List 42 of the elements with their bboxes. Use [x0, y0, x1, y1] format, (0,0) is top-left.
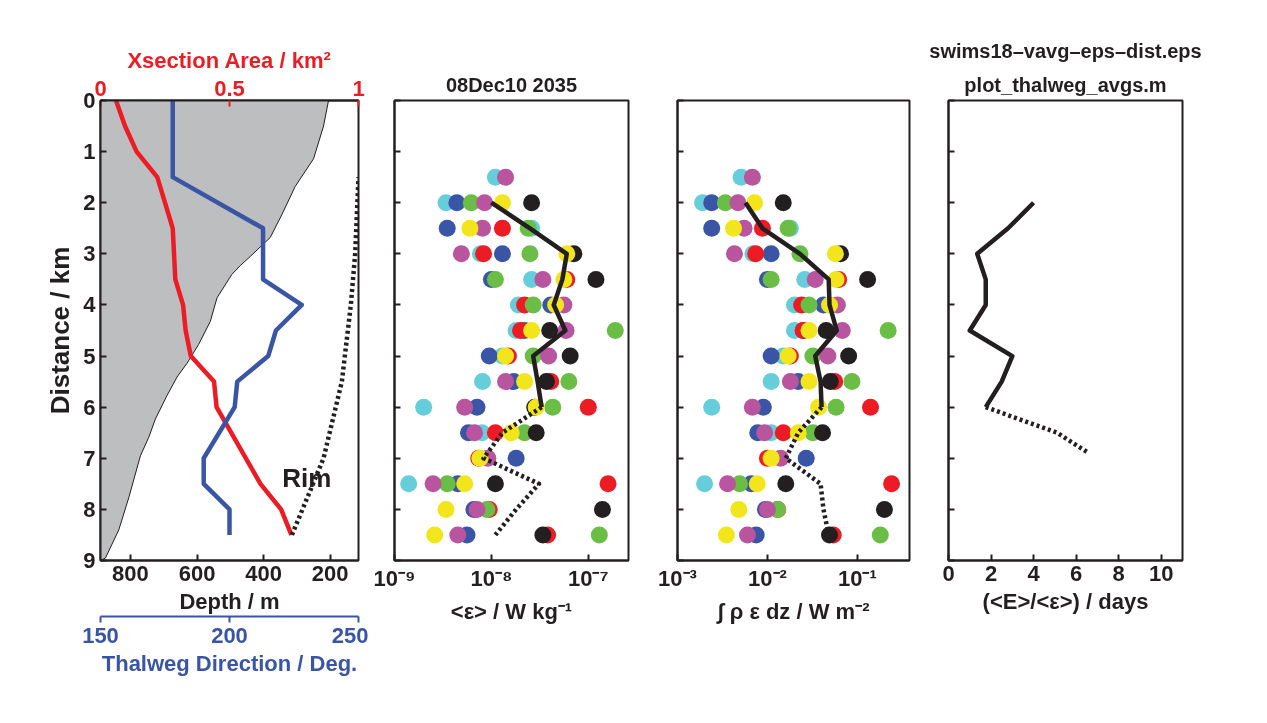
chart-title: 08Dec10 2035	[445, 73, 578, 96]
y-tick-label: 0	[83, 88, 96, 113]
y-tick-label: 4	[83, 292, 97, 318]
x-tick-label: 250	[331, 622, 369, 648]
annotation: Rim	[282, 462, 332, 493]
y-tick-label: 5	[83, 343, 96, 369]
x-axis-title: ∫ ρ ε dz / W m⁻²	[715, 598, 870, 624]
x-tick-label: 800	[112, 560, 149, 586]
x-axis-title: Depth / m	[179, 588, 280, 614]
y-tick-label: 9	[83, 548, 96, 573]
x-tick-label: 150	[82, 622, 119, 648]
x-axis-title: Thalweg Direction / Deg.	[101, 650, 358, 676]
chart-subtitle: plot_thalweg_avgs.m	[964, 73, 1167, 96]
y-axis-title: Distance / km	[45, 246, 76, 415]
x-tick-label: 4	[1027, 560, 1041, 586]
x-tick-label: 10⁻⁹	[373, 565, 416, 591]
x-tick-label: 10⁻²	[748, 565, 787, 591]
y-tick-label: 6	[83, 394, 96, 420]
x-tick-label: 400	[245, 560, 282, 586]
x2-tick-label: 1	[352, 75, 365, 101]
x-tick-label: 6	[1070, 560, 1083, 586]
x2-tick-label: 0.5	[214, 75, 245, 101]
x-tick-label: 8	[1112, 560, 1125, 586]
x-axis-title: (<E>/<ε>) / days	[982, 588, 1149, 614]
x-tick-label: 10⁻¹	[837, 565, 877, 591]
x-tick-label: 200	[211, 622, 248, 648]
chart-title: swims18–vavg–eps–dist.eps	[929, 39, 1202, 62]
y-tick-label: 8	[83, 496, 96, 522]
x-tick-label: 600	[178, 560, 216, 586]
y-tick-label: 3	[83, 241, 96, 267]
x-tick-label: 10⁻³	[658, 565, 697, 591]
x-tick-label: 2	[984, 560, 998, 586]
y-tick-label: 2	[83, 190, 96, 216]
y-tick-label: 1	[83, 139, 96, 165]
y-tick-label: 7	[83, 445, 96, 471]
x-tick-label: 200	[311, 560, 349, 586]
x-tick-label: 10⁻⁷	[568, 565, 609, 591]
x2-axis-title: Xsection Area / km²	[127, 47, 331, 73]
x-tick-label: 0	[942, 560, 955, 586]
x-tick-label: 10	[1148, 560, 1174, 586]
x-tick-label: 10⁻⁸	[470, 565, 513, 591]
x-axis-title: <ε> / W kg⁻¹	[450, 598, 573, 624]
